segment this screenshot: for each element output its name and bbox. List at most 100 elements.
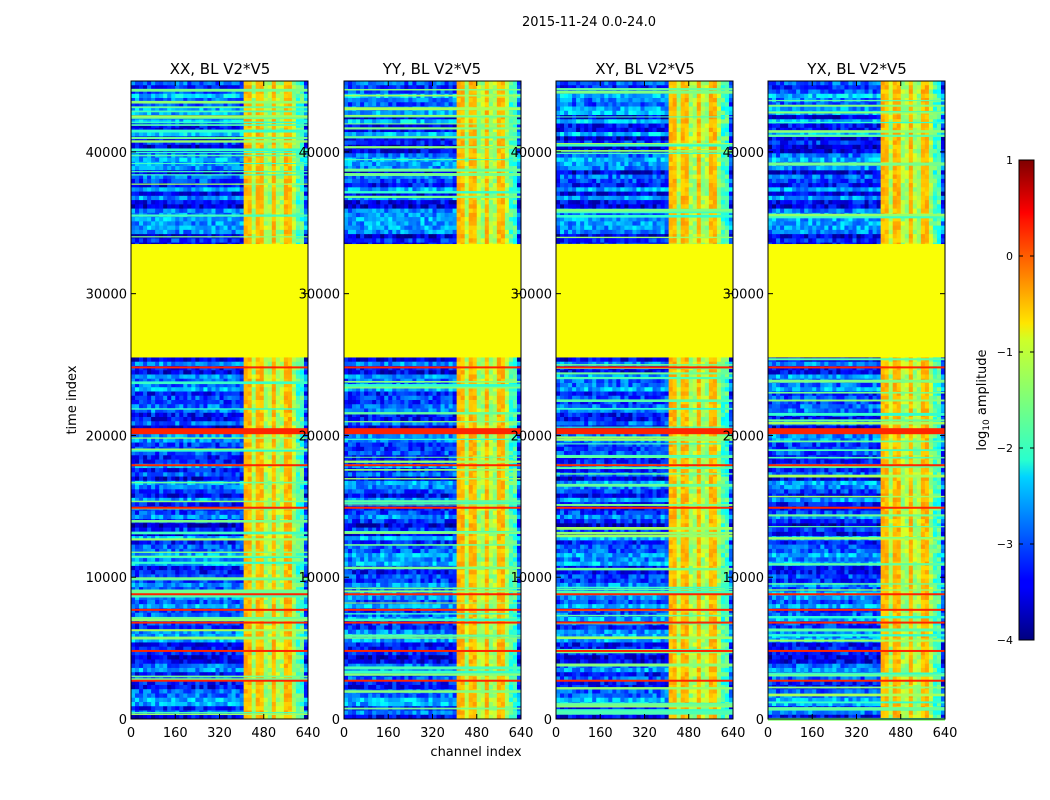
- heatmap-cell: [215, 166, 219, 171]
- heatmap-cell: [159, 81, 163, 86]
- heatmap-cell: [248, 187, 252, 192]
- heatmap-cell: [195, 209, 199, 214]
- heatmap-cell: [139, 209, 143, 214]
- heatmap-cell: [147, 221, 151, 226]
- heatmap-cell: [248, 179, 252, 184]
- heatmap-cell: [167, 132, 171, 137]
- heatmap-cell: [195, 187, 199, 192]
- heatmap-cell: [207, 200, 211, 205]
- heatmap-cell: [163, 81, 167, 86]
- heatmap-cell: [187, 81, 191, 86]
- heatmap-cell: [296, 217, 300, 222]
- heatmap-cell: [264, 221, 268, 226]
- heatmap-cell: [264, 217, 268, 222]
- heatmap-cell: [163, 200, 167, 205]
- heatmap-cell: [139, 187, 143, 192]
- heatmap-cell: [248, 166, 252, 171]
- heatmap-cell: [139, 158, 143, 163]
- heatmap-cell: [264, 132, 268, 137]
- heatmap-cell: [228, 238, 232, 243]
- heatmap-cell: [183, 200, 187, 205]
- heatmap-cell: [264, 94, 268, 99]
- heatmap-cell: [215, 132, 219, 137]
- heatmap-cell: [288, 94, 292, 99]
- heatmap-cell: [175, 166, 179, 171]
- heatmap-cell: [264, 230, 268, 235]
- heatmap-cell: [240, 166, 244, 171]
- heatmap-cell: [151, 226, 155, 231]
- heatmap-cell: [260, 217, 264, 222]
- heatmap-cell: [151, 238, 155, 243]
- heatmap-cell: [155, 226, 159, 231]
- heatmap-cell: [264, 162, 268, 167]
- heatmap-cell: [228, 94, 232, 99]
- heatmap-cell: [171, 200, 175, 205]
- heatmap-cell: [203, 192, 207, 197]
- heatmap-cell: [300, 238, 304, 243]
- heatmap-cell: [143, 204, 147, 209]
- heatmap-cell: [268, 200, 272, 205]
- heatmap-cell: [224, 187, 228, 192]
- heatmap-cell: [163, 132, 167, 137]
- heatmap-cell: [300, 200, 304, 205]
- heatmap-cell: [191, 200, 195, 205]
- heatmap-cell: [244, 200, 248, 205]
- heatmap-cell: [175, 81, 179, 86]
- heatmap-cell: [203, 217, 207, 222]
- heatmap-cell: [268, 158, 272, 163]
- heatmap-cell: [232, 196, 236, 201]
- heatmap-cell: [163, 158, 167, 163]
- heatmap-cell: [264, 209, 268, 214]
- heatmap-cell: [159, 200, 163, 205]
- heatmap-cell: [147, 132, 151, 137]
- heatmap-cell: [288, 81, 292, 86]
- heatmap-cell: [292, 132, 296, 137]
- heatmap-cell: [135, 230, 139, 235]
- heatmap-cell: [151, 162, 155, 167]
- heatmap-cell: [240, 179, 244, 184]
- heatmap-cell: [272, 179, 276, 184]
- heatmap-cell: [292, 179, 296, 184]
- heatmap-cell: [131, 179, 135, 184]
- heatmap-cell: [191, 226, 195, 231]
- heatmap-cell: [131, 192, 135, 197]
- heatmap-cell: [195, 179, 199, 184]
- heatmap-cell: [183, 81, 187, 86]
- heatmap-cell: [228, 192, 232, 197]
- heatmap-cell: [284, 204, 288, 209]
- heatmap-cell: [220, 217, 224, 222]
- heatmap-cell: [215, 226, 219, 231]
- heatmap-cell: [199, 81, 203, 86]
- heatmap-cell: [183, 230, 187, 235]
- heatmap-cell: [147, 187, 151, 192]
- heatmap-cell: [268, 132, 272, 137]
- heatmap-cell: [252, 196, 256, 201]
- heatmap-cell: [155, 200, 159, 205]
- heatmap-cell: [139, 226, 143, 231]
- heatmap-cell: [187, 209, 191, 214]
- heatmap-cell: [220, 81, 224, 86]
- heatmap-cell: [131, 187, 135, 192]
- heatmap-cell: [252, 94, 256, 99]
- heatmap-cell: [280, 238, 284, 243]
- heatmap-cell: [224, 132, 228, 137]
- heatmap-cell: [151, 230, 155, 235]
- heatmap-cell: [224, 192, 228, 197]
- heatmap-cell: [139, 132, 143, 137]
- heatmap-cell: [224, 200, 228, 205]
- heatmap-cell: [135, 226, 139, 231]
- heatmap-cell: [224, 226, 228, 231]
- heatmap-cell: [207, 162, 211, 167]
- heatmap-cell: [288, 226, 292, 231]
- heatmap-cell: [248, 238, 252, 243]
- heatmap-cell: [276, 238, 280, 243]
- heatmap-cell: [228, 179, 232, 184]
- heatmap-cell: [272, 166, 276, 171]
- heatmap-cell: [139, 166, 143, 171]
- heatmap-cell: [280, 221, 284, 226]
- heatmap-cell: [203, 179, 207, 184]
- heatmap-cell: [203, 200, 207, 205]
- heatmap-cell: [236, 196, 240, 201]
- figure: 2015-11-24 0.0-24.0 XX, BL V2*V5 0 160 320…: [0, 0, 1050, 800]
- heatmap-cell: [248, 209, 252, 214]
